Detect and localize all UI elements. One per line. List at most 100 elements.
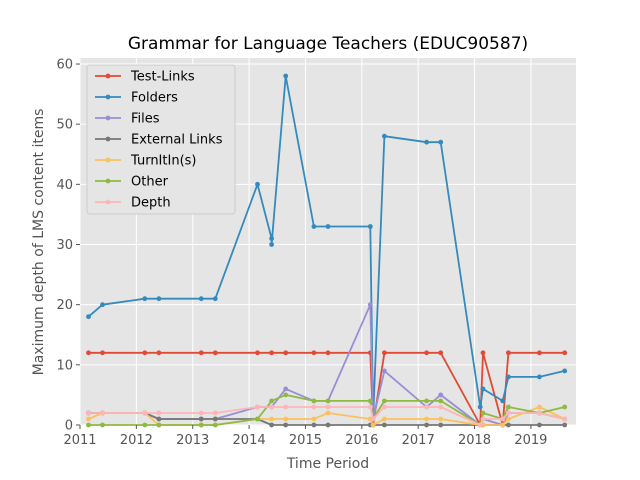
data-point-other <box>255 416 260 422</box>
data-point-folders <box>480 386 486 392</box>
legend-marker <box>105 94 111 100</box>
data-point-folders <box>537 374 542 380</box>
data-point-folders <box>283 73 289 79</box>
y-tick-label: 20 <box>56 298 73 313</box>
data-point-folders <box>477 404 483 410</box>
data-point-folders <box>325 224 331 229</box>
data-point-depth <box>500 416 506 422</box>
data-point-other <box>156 422 162 428</box>
data-point-turnitin-s <box>424 416 429 422</box>
data-point-turnitin-s <box>325 410 331 416</box>
data-point-files <box>382 368 387 374</box>
chart-title: Grammar for Language Teachers (EDUC90587… <box>128 34 528 54</box>
x-tick-label: 2016 <box>345 433 378 448</box>
data-point-external-links <box>562 422 568 428</box>
legend-item-depth: Depth <box>95 196 171 211</box>
data-point-external-links <box>382 422 387 428</box>
legend-item-files: Files <box>95 112 160 127</box>
data-point-other <box>562 404 568 410</box>
data-point-test-links <box>537 350 542 356</box>
data-point-depth <box>269 404 274 410</box>
x-axis-ticks: 2011 2012 2013 2014 2015 2016 2017 2018 2019 <box>63 425 547 448</box>
data-point-folders <box>198 296 204 302</box>
data-point-turnitin-s <box>86 416 91 422</box>
legend: Test-Links Folders Files External Links Turn… <box>86 64 236 215</box>
data-point-folders <box>269 236 274 241</box>
data-point-folders <box>562 368 568 374</box>
data-point-folders <box>424 139 429 145</box>
data-point-external-links <box>283 422 289 428</box>
y-axis-label: Maximum depth of LMS content items <box>31 109 47 376</box>
data-point-depth <box>311 404 317 410</box>
data-point-test-links <box>212 350 218 356</box>
series-depth <box>86 404 568 428</box>
data-point-depth <box>480 416 486 422</box>
data-point-turnitin-s <box>370 422 376 428</box>
x-tick-label: 2015 <box>289 433 322 448</box>
data-point-depth <box>255 404 260 410</box>
y-tick-label: 50 <box>56 118 73 133</box>
series-other <box>86 392 568 428</box>
y-tick-label: 60 <box>56 58 73 73</box>
data-point-turnitin-s <box>382 416 387 422</box>
data-point-other <box>480 410 486 416</box>
data-point-depth <box>142 410 148 416</box>
data-point-other <box>198 422 204 428</box>
data-point-test-links <box>480 350 486 356</box>
data-point-folders <box>506 374 511 380</box>
data-point-depth <box>198 410 204 416</box>
data-point-files <box>367 302 373 308</box>
data-point-folders <box>438 139 444 145</box>
data-point-test-links <box>86 350 91 356</box>
data-point-external-links <box>212 416 218 422</box>
data-point-other <box>424 398 429 404</box>
data-point-test-links <box>424 350 429 356</box>
legend-item-test-links: Test-Links <box>95 70 195 85</box>
x-tick-label: 2011 <box>63 433 96 448</box>
data-point-depth <box>367 404 373 410</box>
data-point-folders <box>382 133 387 139</box>
legend-item-other: Other <box>95 175 169 190</box>
data-point-test-links <box>142 350 148 356</box>
data-point-depth <box>424 404 429 410</box>
data-point-folders <box>212 296 218 302</box>
legend-marker <box>105 73 111 79</box>
data-point-test-links <box>198 350 204 356</box>
legend-item-external-links: External Links <box>95 133 223 148</box>
data-point-other <box>367 398 373 404</box>
data-point-depth <box>325 404 331 410</box>
legend-label: External Links <box>131 133 223 148</box>
series-line-other <box>88 394 565 426</box>
y-tick-label: 30 <box>56 238 73 253</box>
data-point-other <box>382 398 387 404</box>
data-point-external-links <box>156 416 162 422</box>
y-axis-ticks: 0 10 20 30 40 50 60 <box>56 58 80 434</box>
legend-label: TurnItIn(s) <box>130 154 196 169</box>
data-point-folders <box>156 296 162 302</box>
data-point-folders <box>269 242 274 247</box>
data-point-test-links <box>438 350 444 356</box>
data-point-turnitin-s <box>311 416 317 422</box>
data-point-test-links <box>311 350 317 356</box>
legend-item-folders: Folders <box>95 91 178 106</box>
data-point-depth <box>506 410 511 416</box>
data-point-other <box>100 422 105 428</box>
data-point-test-links <box>382 350 387 356</box>
data-point-turnitin-s <box>269 416 274 422</box>
data-point-turnitin-s <box>506 416 511 422</box>
data-point-turnitin-s <box>500 422 506 428</box>
data-point-files <box>283 386 289 392</box>
series-layer <box>86 73 568 428</box>
legend-item-turnitin-s: TurnItIn(s) <box>95 154 196 169</box>
data-point-turnitin-s <box>537 404 542 410</box>
legend-label: Depth <box>131 196 171 211</box>
y-tick-label: 40 <box>56 178 73 193</box>
data-point-depth <box>477 422 483 428</box>
x-axis-label: Time Period <box>286 456 369 472</box>
data-point-test-links <box>283 350 289 356</box>
data-point-depth <box>212 410 218 416</box>
x-tick-label: 2019 <box>514 433 547 448</box>
data-point-external-links <box>198 416 204 422</box>
data-point-other <box>283 392 289 398</box>
